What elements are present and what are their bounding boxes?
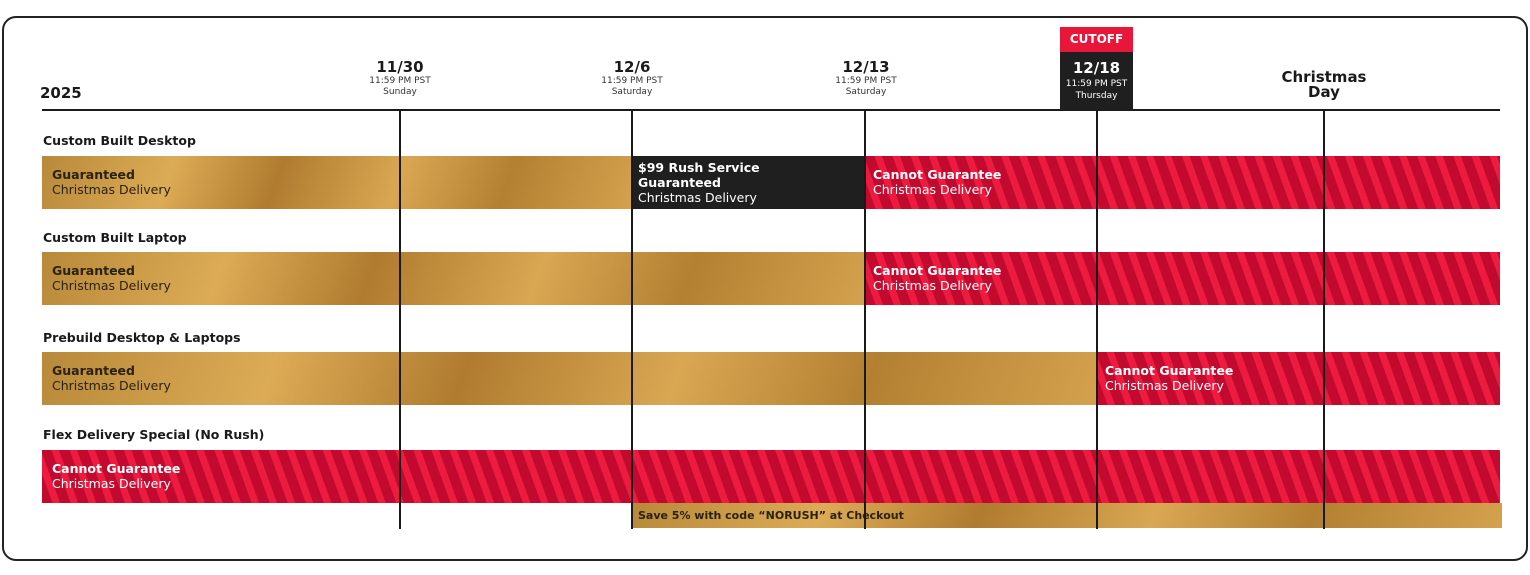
row-label: Prebuild Desktop & Laptops xyxy=(43,330,241,345)
gridline xyxy=(1323,110,1325,529)
promo-code-banner: Save 5% with code “NORUSH” at Checkout xyxy=(632,503,1502,528)
guaranteed-segment: Guaranteed Christmas Delivery xyxy=(42,156,632,209)
year-label: 2025 xyxy=(40,84,82,102)
row-label: Custom Built Laptop xyxy=(43,230,187,245)
segment-subtitle: Christmas Delivery xyxy=(1105,378,1224,393)
cannot-guarantee-segment: Cannot Guarantee Christmas Delivery xyxy=(42,450,1500,503)
time: 11:59 PM PST xyxy=(601,76,663,86)
date-column-12-13: 12/13 11:59 PM PST Saturday xyxy=(786,60,946,97)
date-column-11-30: 11/30 11:59 PM PST Sunday xyxy=(320,60,480,97)
gridline xyxy=(1096,110,1098,529)
segment-title: Cannot Guarantee xyxy=(52,461,181,476)
date: 11/30 xyxy=(376,58,424,76)
cannot-guarantee-segment: Cannot Guarantee Christmas Delivery xyxy=(865,156,1500,209)
segment-title: Cannot Guarantee xyxy=(873,167,1002,182)
cutoff-date-box: 12/18 11:59 PM PST Thursday xyxy=(1060,52,1133,110)
segment-subtitle: Christmas Delivery xyxy=(52,278,171,293)
segment-subtitle: Christmas Delivery xyxy=(52,182,171,197)
header-divider xyxy=(42,109,1500,111)
gridline xyxy=(399,110,401,529)
segment-title: Guaranteed xyxy=(52,167,135,182)
gridline xyxy=(631,110,633,529)
christmas-day-label: Christmas Day xyxy=(1250,70,1398,100)
date: 12/18 xyxy=(1072,59,1121,77)
segment-subtitle: Christmas Delivery xyxy=(52,476,171,491)
date: 12/6 xyxy=(613,58,651,76)
cannot-guarantee-segment: Cannot Guarantee Christmas Delivery xyxy=(1097,352,1500,405)
time: 11:59 PM PST xyxy=(835,76,897,86)
christmas-line2: Day xyxy=(1308,83,1340,101)
row-label: Flex Delivery Special (No Rush) xyxy=(43,427,265,442)
date-column-12-6: 12/6 11:59 PM PST Saturday xyxy=(552,60,712,97)
rush-service-segment: $99 Rush Service Guaranteed Christmas De… xyxy=(632,156,865,209)
segment-subtitle: Christmas Delivery xyxy=(873,182,992,197)
segment-title: $99 Rush Service xyxy=(638,160,760,175)
time: 11:59 PM PST xyxy=(369,76,431,86)
segment-title: Guaranteed xyxy=(52,363,135,378)
weekday: Saturday xyxy=(611,87,653,97)
segment-subtitle: Christmas Delivery xyxy=(873,278,992,293)
christmas-line1: Christmas xyxy=(1281,68,1367,86)
weekday: Thursday xyxy=(1075,91,1118,101)
row-label: Custom Built Desktop xyxy=(43,133,196,148)
gridline xyxy=(864,110,866,529)
cutoff-badge: CUTOFF xyxy=(1060,27,1133,52)
cannot-guarantee-segment: Cannot Guarantee Christmas Delivery xyxy=(865,252,1500,305)
weekday: Sunday xyxy=(383,87,417,97)
time: 11:59 PM PST xyxy=(1065,79,1128,89)
segment-title: Cannot Guarantee xyxy=(873,263,1002,278)
segment-title: Cannot Guarantee xyxy=(1105,363,1234,378)
timeline-frame xyxy=(2,16,1528,561)
guaranteed-segment: Guaranteed Christmas Delivery xyxy=(42,352,1097,405)
segment-title-2: Guaranteed xyxy=(638,175,721,190)
segment-subtitle: Christmas Delivery xyxy=(638,190,757,205)
date: 12/13 xyxy=(842,58,890,76)
segment-title: Guaranteed xyxy=(52,263,135,278)
segment-subtitle: Christmas Delivery xyxy=(52,378,171,393)
guaranteed-segment: Guaranteed Christmas Delivery xyxy=(42,252,865,305)
weekday: Saturday xyxy=(845,87,887,97)
